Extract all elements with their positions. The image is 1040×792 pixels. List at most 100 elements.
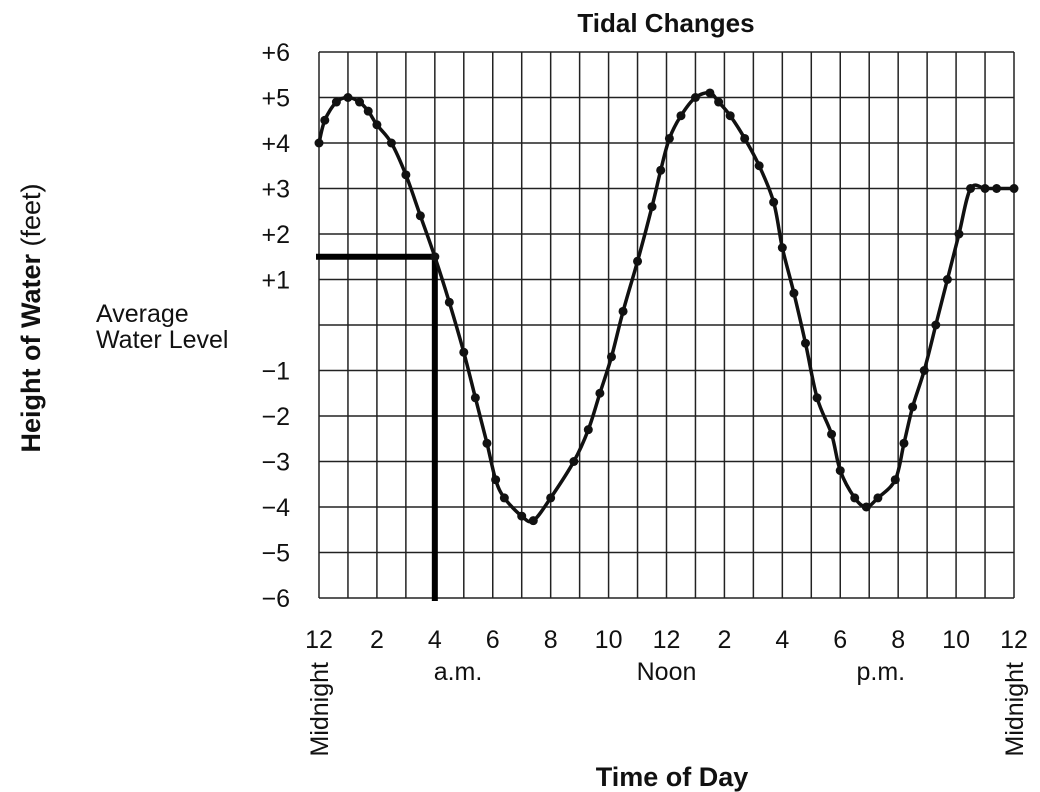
- x-tick-label: 4: [428, 626, 442, 654]
- x-tick-label: 8: [544, 626, 558, 654]
- x-sublabels: Midnight a.m. Noon p.m. Midnight: [306, 658, 1029, 757]
- x-sublabel-midnight-end: Midnight: [1001, 662, 1029, 757]
- y-tick-label: −1: [261, 358, 290, 386]
- data-point: [459, 347, 469, 357]
- y-tick-label: −6: [261, 585, 290, 613]
- zero-line-label-line2: Water Level: [96, 326, 228, 354]
- data-point: [908, 402, 918, 412]
- x-sublabel-pm: p.m.: [856, 658, 905, 686]
- data-point: [482, 438, 492, 448]
- data-point: [386, 138, 396, 148]
- x-sublabel-noon: Noon: [637, 658, 697, 686]
- y-tick-label: −4: [261, 494, 290, 522]
- x-axis-label: Time of Day: [596, 762, 749, 792]
- y-tick-label: +5: [261, 85, 290, 113]
- data-point: [850, 493, 860, 503]
- data-point: [546, 493, 556, 503]
- data-point: [725, 111, 735, 121]
- y-tick-label: +2: [261, 221, 290, 249]
- data-point: [343, 93, 353, 102]
- data-point: [801, 338, 810, 348]
- y-tick-label: −2: [261, 403, 290, 431]
- data-point: [444, 297, 454, 307]
- y-axis-label: Height of Water (feet): [16, 183, 46, 452]
- x-tick-label: 4: [775, 626, 789, 654]
- data-point: [890, 475, 900, 485]
- x-tick-label: 12: [653, 626, 681, 654]
- y-tick-label: +6: [261, 39, 290, 67]
- data-point: [919, 366, 929, 375]
- data-point: [618, 306, 628, 316]
- y-axis-label-unit: (feet): [16, 183, 46, 246]
- data-point: [812, 393, 822, 403]
- x-tick-label: 6: [486, 626, 500, 654]
- data-point: [528, 516, 538, 526]
- data-point: [656, 165, 666, 175]
- data-point: [372, 120, 382, 130]
- data-point: [931, 320, 941, 330]
- data-point: [363, 106, 373, 116]
- y-tick-label: −3: [261, 449, 290, 477]
- data-point: [470, 393, 480, 403]
- chart-title: Tidal Changes: [577, 8, 754, 38]
- data-point: [491, 475, 501, 485]
- data-point: [992, 184, 1002, 193]
- data-point: [835, 466, 845, 476]
- grid: [318, 51, 1015, 599]
- data-point: [899, 438, 909, 448]
- x-tick-label: 12: [1000, 626, 1028, 654]
- x-tick-label: 2: [717, 626, 731, 654]
- y-tick-labels: +6 +5 +4 +3 +2 +1 −1 −2 −3 −4 −5 −6: [261, 39, 290, 613]
- data-point: [740, 133, 750, 143]
- data-point: [499, 493, 509, 503]
- data-point: [569, 457, 579, 466]
- data-point: [942, 275, 952, 284]
- x-sublabel-midnight-start: Midnight: [306, 662, 334, 757]
- zero-line-label-line1: Average: [96, 300, 189, 328]
- data-point: [595, 388, 605, 398]
- data-point: [980, 184, 990, 193]
- y-axis-label-main: Height of Water: [16, 254, 46, 453]
- data-point: [647, 202, 657, 212]
- y-tick-label: −5: [261, 540, 290, 568]
- y-tick-label: +3: [261, 176, 290, 204]
- x-tick-label: 2: [370, 626, 384, 654]
- x-tick-label: 8: [891, 626, 905, 654]
- data-point: [777, 243, 787, 253]
- data-point: [690, 93, 700, 102]
- data-point: [676, 111, 686, 121]
- data-point: [861, 502, 871, 512]
- y-tick-label: +1: [261, 267, 290, 295]
- data-point: [583, 425, 593, 435]
- data-point: [331, 97, 341, 107]
- data-point: [705, 88, 715, 98]
- x-tick-labels: 12 2 4 6 8 10 12 2 4 6 8 10 12: [305, 626, 1028, 654]
- data-point: [633, 256, 643, 266]
- data-point: [314, 138, 324, 148]
- x-tick-label: 12: [305, 626, 333, 654]
- data-point: [827, 429, 837, 439]
- data-point: [1009, 184, 1019, 193]
- data-point: [517, 511, 527, 521]
- data-point: [754, 161, 764, 171]
- series-tide: [314, 88, 1019, 526]
- data-point: [355, 97, 365, 107]
- data-point: [664, 133, 674, 143]
- data-point: [966, 184, 976, 193]
- data-point: [789, 288, 799, 298]
- x-sublabel-am: a.m.: [434, 658, 483, 686]
- data-point: [606, 352, 616, 362]
- y-tick-label: +4: [261, 130, 290, 158]
- data-point: [320, 115, 330, 125]
- data-point: [954, 229, 964, 239]
- data-point: [714, 97, 724, 107]
- x-tick-label: 6: [833, 626, 847, 654]
- x-tick-label: 10: [595, 626, 623, 654]
- data-point: [769, 197, 779, 207]
- data-point: [873, 493, 883, 503]
- reference-lines: [316, 253, 438, 601]
- x-tick-label: 10: [942, 626, 970, 654]
- data-point: [401, 170, 411, 180]
- data-point: [415, 211, 425, 221]
